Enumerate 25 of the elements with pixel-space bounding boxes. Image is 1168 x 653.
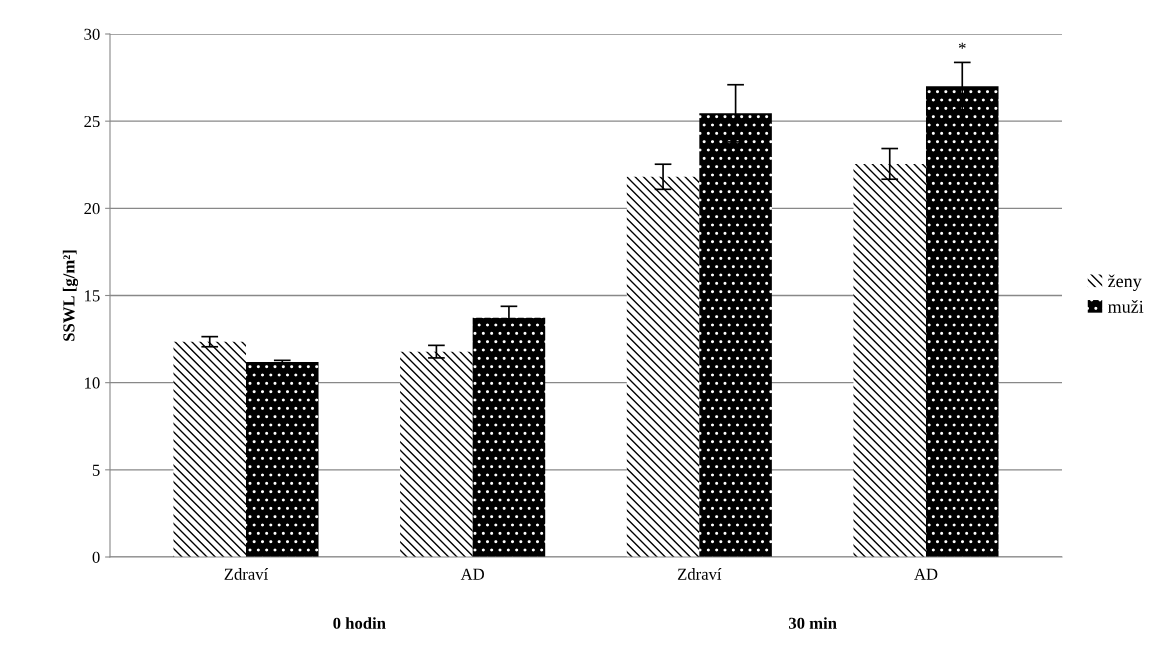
- y-axis-title: SSWL [g/m²]: [62, 250, 79, 341]
- x-tick-label: Zdraví: [224, 568, 269, 580]
- bar: [472, 317, 546, 557]
- bar: [400, 351, 473, 557]
- y-tick-label: 20: [84, 203, 100, 215]
- annotation: *: [958, 42, 966, 49]
- y-tick-label: 25: [84, 115, 100, 128]
- text: 0 hodin: [333, 617, 386, 629]
- y-tick-label: 5: [92, 464, 100, 476]
- text: 30 min: [788, 617, 837, 629]
- x-tick-label: AD: [460, 568, 485, 580]
- y-tick-label: 15: [85, 290, 100, 302]
- y-tick-label: 10: [85, 377, 100, 389]
- y-tick-label: 0: [92, 551, 100, 563]
- bar: [699, 113, 772, 557]
- x-tick-label: Zdraví: [677, 568, 722, 580]
- bar: [926, 86, 999, 557]
- legend-label: muži: [1108, 300, 1144, 313]
- bar: [246, 362, 319, 557]
- bar: [626, 176, 700, 557]
- y-tick-label: 30: [84, 28, 100, 40]
- legend-label: ženy: [1108, 274, 1142, 292]
- bar: [173, 341, 246, 557]
- x-tick-label: AD: [914, 568, 938, 580]
- bar: [853, 163, 926, 557]
